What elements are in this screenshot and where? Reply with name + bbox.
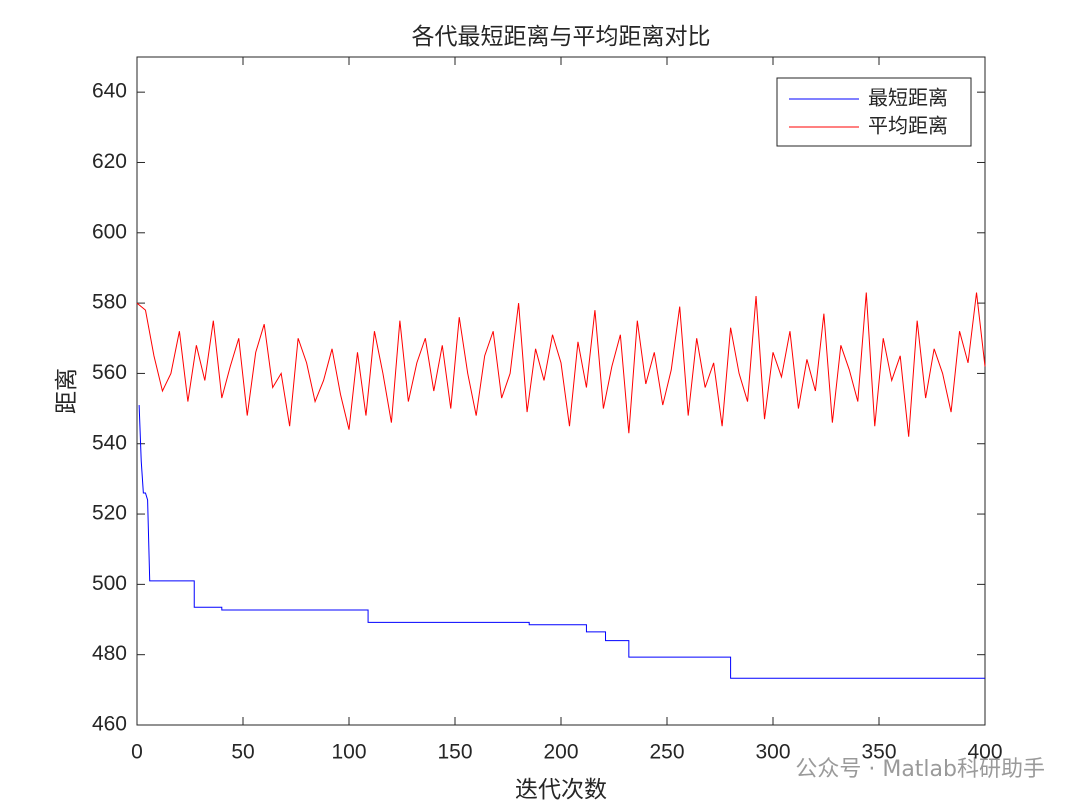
plot-area (136, 56, 986, 726)
x-tick-label: 250 (649, 741, 684, 764)
x-tick-label: 300 (755, 741, 790, 764)
x-tick-label: 350 (861, 741, 896, 764)
x-tick-label: 100 (331, 741, 366, 764)
y-axis-label: 距离 (54, 368, 80, 414)
legend-label: 最短距离 (868, 86, 948, 110)
legend-box (776, 77, 972, 147)
y-tick-label: 520 (92, 502, 127, 525)
y-tick-label: 560 (92, 361, 127, 384)
x-tick-label: 50 (231, 741, 254, 764)
y-tick-label: 480 (92, 642, 127, 665)
x-tick-label: 150 (437, 741, 472, 764)
x-tick-label: 400 (967, 741, 1002, 764)
legend-label: 平均距离 (868, 114, 948, 138)
y-tick-label: 460 (92, 713, 127, 736)
y-tick-label: 500 (92, 572, 127, 595)
y-tick-label: 580 (92, 291, 127, 314)
y-tick-label: 620 (92, 150, 127, 173)
x-tick-label: 200 (543, 741, 578, 764)
data-line (138, 405, 985, 679)
x-axis-label: 迭代次数 (515, 777, 607, 803)
y-tick-label: 540 (92, 431, 127, 454)
chart-title: 各代最短距离与平均距离对比 (412, 24, 711, 50)
y-tick-label: 600 (92, 220, 127, 243)
watermark: 公众号 · Matlab科研助手 (795, 757, 1045, 782)
x-tick-label: 0 (131, 741, 143, 764)
y-tick-label: 640 (92, 80, 127, 103)
data-line (136, 292, 986, 437)
